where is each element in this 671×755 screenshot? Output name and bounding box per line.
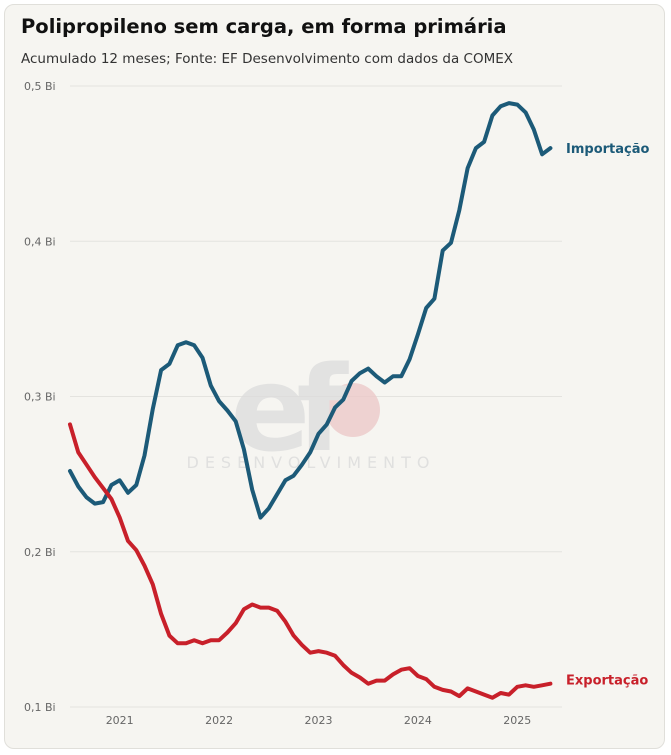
y-tick-label: 0,3 Bi <box>24 391 56 404</box>
x-tick-label: 2021 <box>106 714 134 727</box>
y-tick-label: 0,4 Bi <box>24 235 56 248</box>
series-label-importacao: Importação <box>566 142 649 157</box>
chart-card <box>4 4 665 749</box>
chart-subtitle: Acumulado 12 meses; Fonte: EF Desenvolvi… <box>21 51 514 67</box>
x-tick-label: 2024 <box>404 714 432 727</box>
x-tick-label: 2022 <box>205 714 233 727</box>
watermark-dot <box>326 383 380 437</box>
grid-lines <box>70 85 562 708</box>
x-tick-label: 2023 <box>304 714 332 727</box>
y-tick-label: 0,5 Bi <box>24 80 56 93</box>
chart-title: Polipropileno sem carga, em forma primár… <box>21 15 507 38</box>
watermark-text: DESENVOLVIMENTO <box>187 453 436 472</box>
x-tick-label: 2025 <box>503 714 531 727</box>
series-labels: Importação Exportação <box>566 142 649 689</box>
y-tick-label: 0,1 Bi <box>24 701 56 714</box>
y-tick-label: 0,2 Bi <box>24 546 56 559</box>
series-line-exportacao <box>68 422 553 700</box>
axis-ticks: 0,1 Bi 0,2 Bi 0,3 Bi 0,4 Bi 0,5 Bi 2021 2022 20… <box>24 80 531 727</box>
series-label-exportacao: Exportação <box>566 674 648 689</box>
series-line-importacao <box>68 101 553 520</box>
series-lines <box>68 101 553 700</box>
